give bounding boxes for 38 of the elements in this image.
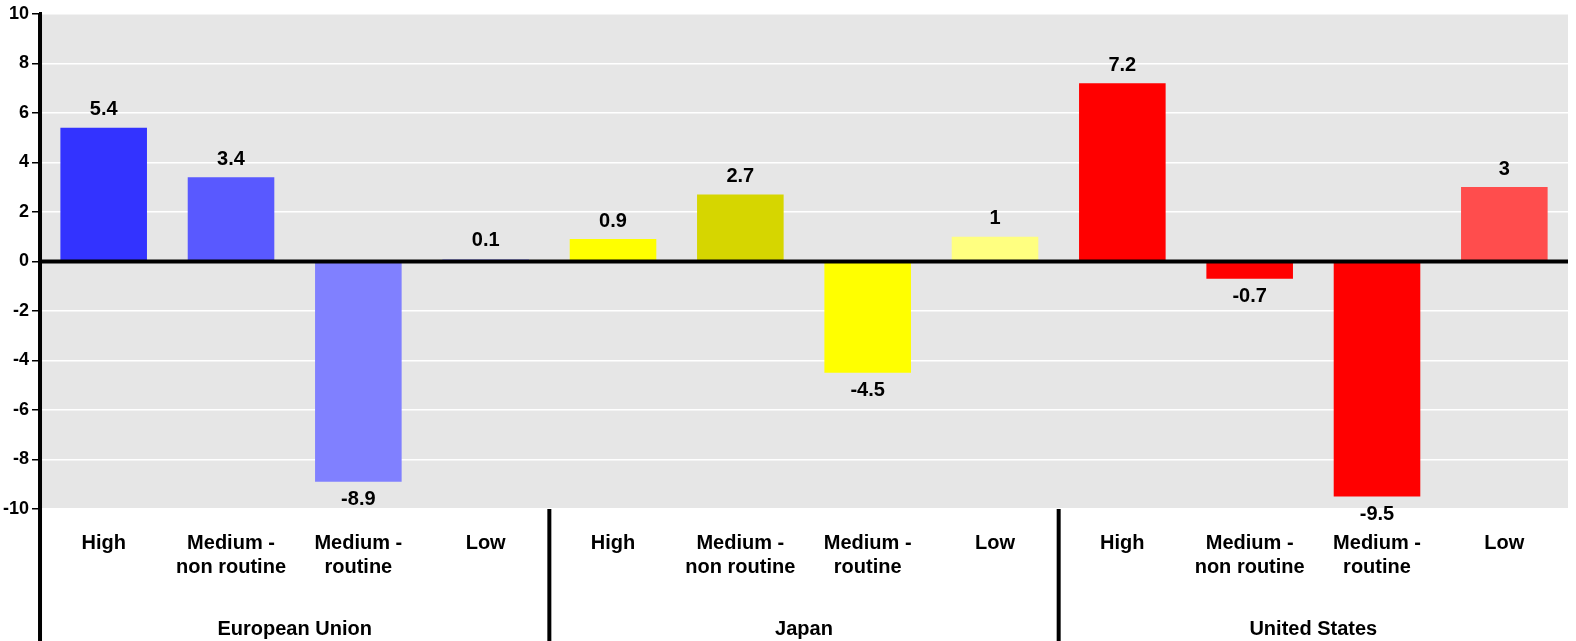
y-tick-label: -2 <box>13 299 30 320</box>
y-tick-label: -6 <box>13 398 30 419</box>
x-tick-label: High <box>590 530 636 553</box>
x-tick-label: Low <box>975 530 1016 553</box>
data-label: 3 <box>1498 156 1510 179</box>
data-label: -4.5 <box>850 378 885 401</box>
x-tick-label: Medium - routine <box>823 530 912 577</box>
x-tick-label: Medium - non routine <box>1194 530 1305 577</box>
x-tick-label: Medium - non routine <box>176 530 287 577</box>
x-tick-label: High <box>1100 530 1145 553</box>
y-tick-label: 8 <box>19 52 30 73</box>
data-label: -9.5 <box>1359 502 1395 525</box>
text: European Union <box>217 617 372 639</box>
x-tick-label: High <box>81 530 126 553</box>
data-label: 5.4 <box>89 97 119 120</box>
x-tick-label: Low <box>1484 530 1525 553</box>
x-tick-label: Low <box>465 530 507 553</box>
y-tick-label: 10 <box>8 2 30 23</box>
y-tick-label: -10 <box>3 497 30 518</box>
data-label: 7.2 <box>1108 52 1137 75</box>
data-label: 2.7 <box>726 164 755 187</box>
data-label: 0.1 <box>471 228 500 251</box>
data-label: 0.9 <box>599 208 627 231</box>
y-tick-label: -4 <box>13 349 30 370</box>
data-label: -8.9 <box>341 487 376 510</box>
y-tick-label: -8 <box>13 448 30 469</box>
text: Japan <box>775 617 833 639</box>
data-label: 1 <box>989 206 1001 229</box>
y-tick-label: 2 <box>19 200 30 221</box>
text: United States <box>1249 617 1378 639</box>
y-tick-label: 0 <box>19 250 30 271</box>
y-tick-label: 6 <box>19 101 30 122</box>
data-label: -0.7 <box>1232 284 1267 307</box>
data-label: 3.4 <box>217 146 246 169</box>
x-tick-label: Medium - routine <box>314 530 403 577</box>
x-tick-label: Medium - routine <box>1333 530 1421 577</box>
y-tick-label: 4 <box>19 151 30 172</box>
x-tick-label: Medium - non routine <box>685 530 796 577</box>
